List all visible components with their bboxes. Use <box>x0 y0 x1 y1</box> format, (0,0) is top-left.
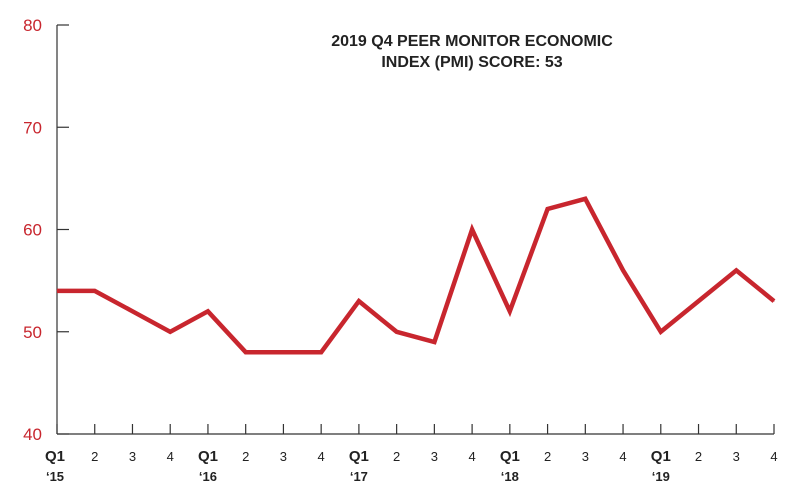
x-tick-label: 4 <box>619 449 626 464</box>
pmi-data-point <box>358 300 360 302</box>
chart-title: 2019 Q4 PEER MONITOR ECONOMIC INDEX (PMI… <box>331 33 613 71</box>
pmi-data-point <box>245 351 247 353</box>
y-tick-label: 60 <box>23 221 42 240</box>
chart-title-line-1: 2019 Q4 PEER MONITOR ECONOMIC <box>331 33 613 50</box>
y-axis: 40 50 60 70 80 <box>23 16 69 444</box>
pmi-data-point <box>471 229 473 230</box>
x-tick-label: 2 <box>242 449 249 464</box>
x-tick-year-label: ‘16 <box>199 469 217 484</box>
x-tick-label: 3 <box>280 449 287 464</box>
pmi-data-point <box>207 310 209 312</box>
pmi-data-point <box>584 198 586 200</box>
x-tick-label: 4 <box>468 449 475 464</box>
x-tick-label: Q1 <box>500 448 520 465</box>
x-tick-year-label: ‘19 <box>652 469 670 484</box>
pmi-data-point <box>94 290 96 292</box>
pmi-data-point <box>131 310 133 312</box>
x-tick-label: 3 <box>129 449 136 464</box>
x-tick-label: 2 <box>544 449 551 464</box>
x-tick-label: Q1 <box>198 448 218 465</box>
x-tick-label: 3 <box>733 449 740 464</box>
series-layer <box>56 196 776 355</box>
x-tick-label: Q1 <box>651 448 671 465</box>
x-axis: Q1 ‘15 2 3 4 Q1 ‘16 2 3 4 Q1 ‘17 2 3 4 Q1 ‘18 2 3 4 Q1 ‘19 2 3 4 <box>45 424 778 484</box>
pmi-data-point <box>622 269 624 271</box>
pmi-data-point <box>56 290 58 292</box>
pmi-data-point <box>396 331 398 333</box>
y-tick-label: 40 <box>23 425 42 444</box>
x-tick-label: 3 <box>431 449 438 464</box>
pmi-data-point <box>735 269 737 271</box>
pmi-data-point <box>433 341 435 343</box>
x-tick-label: 3 <box>582 449 589 464</box>
x-tick-label: 2 <box>695 449 702 464</box>
x-tick-year-label: ‘17 <box>350 469 368 484</box>
pmi-data-point <box>169 331 171 333</box>
x-tick-year-label: ‘18 <box>501 469 519 484</box>
x-tick-label: 4 <box>318 449 325 464</box>
chart-title-line-2: INDEX (PMI) SCORE: 53 <box>381 54 562 71</box>
x-tick-label: Q1 <box>349 448 369 465</box>
pmi-data-point <box>282 351 284 353</box>
y-tick-label: 50 <box>23 323 42 342</box>
pmi-data-point <box>773 300 775 302</box>
pmi-data-point <box>547 208 549 210</box>
x-tick-label: 4 <box>770 449 777 464</box>
pmi-data-point <box>509 310 511 312</box>
x-tick-year-label: ‘15 <box>46 469 64 484</box>
pmi-data-point <box>698 300 700 302</box>
y-tick-label: 80 <box>23 16 42 35</box>
y-tick-label: 70 <box>23 118 42 137</box>
x-tick-label: 4 <box>167 449 174 464</box>
pmi-series-line <box>57 196 776 355</box>
pmi-data-point <box>320 351 322 353</box>
x-tick-label: 2 <box>91 449 98 464</box>
pmi-data-point <box>660 331 662 333</box>
x-tick-label: 2 <box>393 449 400 464</box>
x-tick-label: Q1 <box>45 448 65 465</box>
